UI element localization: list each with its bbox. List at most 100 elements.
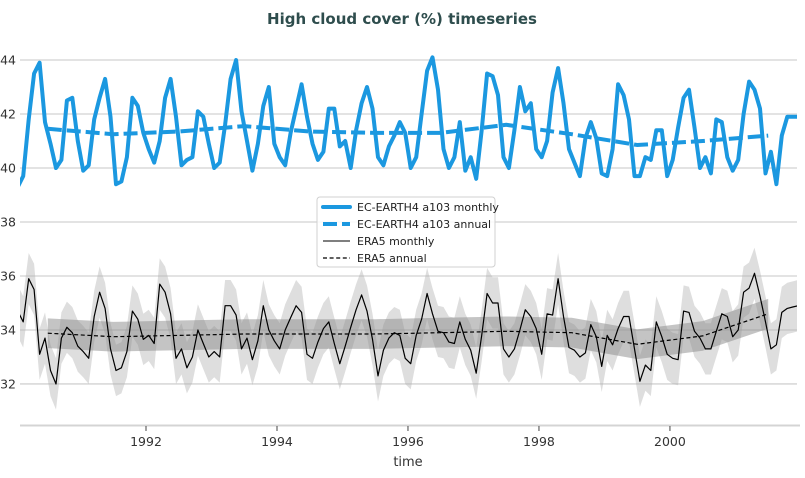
era5-annual-point (570, 331, 573, 334)
era5-monthly-point (573, 349, 576, 352)
ec-earth-monthly-point (742, 113, 745, 116)
era5-monthly-point (251, 358, 254, 361)
ec-earth-monthly-point (295, 107, 298, 110)
era5-annual-point (112, 335, 115, 338)
era5-monthly-point (518, 329, 521, 332)
ec-earth-monthly-point (218, 161, 221, 164)
era5-monthly-point (546, 312, 549, 315)
ec-earth-monthly-point (289, 131, 292, 134)
ec-earth-monthly-point (633, 175, 636, 178)
ec-earth-monthly-point (344, 140, 347, 143)
ec-earth-monthly-point (27, 118, 30, 121)
ec-earth-monthly-point (775, 183, 778, 186)
era5-monthly-point (382, 349, 385, 352)
ec-earth-monthly-point (546, 140, 549, 143)
era5-monthly-point (480, 334, 483, 337)
uncertainty-bands (20, 247, 797, 410)
era5-monthly-point (338, 362, 341, 365)
era5-monthly-point (491, 302, 494, 305)
era5-monthly-point (748, 287, 751, 290)
era5-monthly-point (404, 357, 407, 360)
era5-monthly-point (764, 320, 767, 323)
ec-earth-annual-point (308, 130, 311, 133)
era5-monthly-point (207, 356, 210, 359)
ec-earth-monthly-point (780, 134, 783, 137)
ec-earth-monthly-point (93, 118, 96, 121)
era5-monthly-point (196, 329, 199, 332)
ec-earth-monthly-point (589, 121, 592, 124)
x-axis-ticks: 1992 1994 1996 1998 2000 (130, 426, 686, 449)
era5-monthly-point (175, 357, 178, 360)
ec-earth-monthly-point (262, 104, 265, 107)
ec-earth-monthly-point (213, 167, 216, 170)
era5-monthly-point (180, 347, 183, 350)
era5-monthly-point (235, 314, 238, 317)
ec-earth-monthly-point (649, 158, 652, 161)
era5-monthly-point (791, 306, 794, 309)
era5-monthly-point (655, 320, 658, 323)
ec-earth-monthly-point (366, 86, 369, 89)
ec-earth-monthly-point (611, 148, 614, 151)
ec-earth-monthly-point (404, 131, 407, 134)
ec-earth-monthly-point (300, 83, 303, 86)
ec-earth-monthly-point (44, 121, 47, 124)
era5-monthly-point (742, 291, 745, 294)
era5-monthly-point (246, 337, 249, 340)
era5-monthly-point (606, 334, 609, 337)
ec-earth-monthly-point (638, 175, 641, 178)
ec-earth-monthly-point (338, 145, 341, 148)
ec-earth-monthly-point (246, 140, 249, 143)
era5-monthly-point (420, 318, 423, 321)
era5-monthly-point (398, 334, 401, 337)
ec-earth-monthly-point (311, 142, 314, 145)
ec-earth-monthly-point (628, 118, 631, 121)
ec-earth-monthly-point (769, 150, 772, 153)
era5-annual-point (177, 334, 180, 337)
era5-monthly-point (617, 327, 620, 330)
legend-box (316, 196, 496, 268)
era5-monthly-point (578, 356, 581, 359)
era5-annual-point (243, 333, 246, 336)
ec-earth-annual-point (636, 144, 639, 147)
ec-earth-monthly-point (578, 175, 581, 178)
era5-monthly-point (699, 337, 702, 340)
era5-monthly-point (737, 329, 740, 332)
x-tick-label: 1998 (523, 434, 555, 449)
era5-annual-line (47, 313, 769, 345)
era5-monthly-point (306, 353, 309, 356)
era5-monthly-point (568, 346, 571, 349)
ec-earth-monthly-point (704, 156, 707, 159)
era5-monthly-point (49, 369, 52, 372)
era5-monthly-point (344, 345, 347, 348)
era5-monthly-point (38, 353, 41, 356)
era5-monthly-point (720, 312, 723, 315)
ec-earth-monthly-point (360, 102, 363, 105)
era5-annual-point (374, 333, 377, 336)
ec-earth-monthly-point (125, 156, 128, 159)
era5-monthly-point (256, 339, 259, 342)
ec-earth-monthly-point (666, 175, 669, 178)
ec-earth-monthly-point (464, 169, 467, 172)
ec-earth-monthly-point (82, 169, 85, 172)
era5-monthly-point (437, 330, 440, 333)
ec-earth-annual-point (46, 127, 49, 130)
era5-monthly-point (322, 327, 325, 330)
era5-monthly-point (426, 292, 429, 295)
x-axis-label: time (393, 455, 422, 470)
era5-monthly-point (213, 350, 216, 353)
ec-earth-monthly-point (426, 69, 429, 72)
legend-label-ec-monthly: EC-EARTH4 a103 monthly (357, 201, 499, 214)
ec-earth-monthly-point (393, 134, 396, 137)
ec-earth-monthly-point (764, 172, 767, 175)
legend: EC-EARTH4 a103 monthly EC-EARTH4 a103 an… (316, 196, 499, 268)
ec-earth-monthly-point (224, 123, 227, 126)
era5-monthly-point (60, 337, 63, 340)
ec-earth-monthly-point (551, 91, 554, 94)
era5-monthly-point (267, 329, 270, 332)
era5-monthly-point (595, 335, 598, 338)
ec-earth-monthly-point (98, 96, 101, 99)
era5-monthly-point (431, 312, 434, 315)
ec-earth-monthly-point (164, 96, 167, 99)
era5-monthly-point (27, 277, 30, 280)
era5-monthly-point (147, 334, 150, 337)
